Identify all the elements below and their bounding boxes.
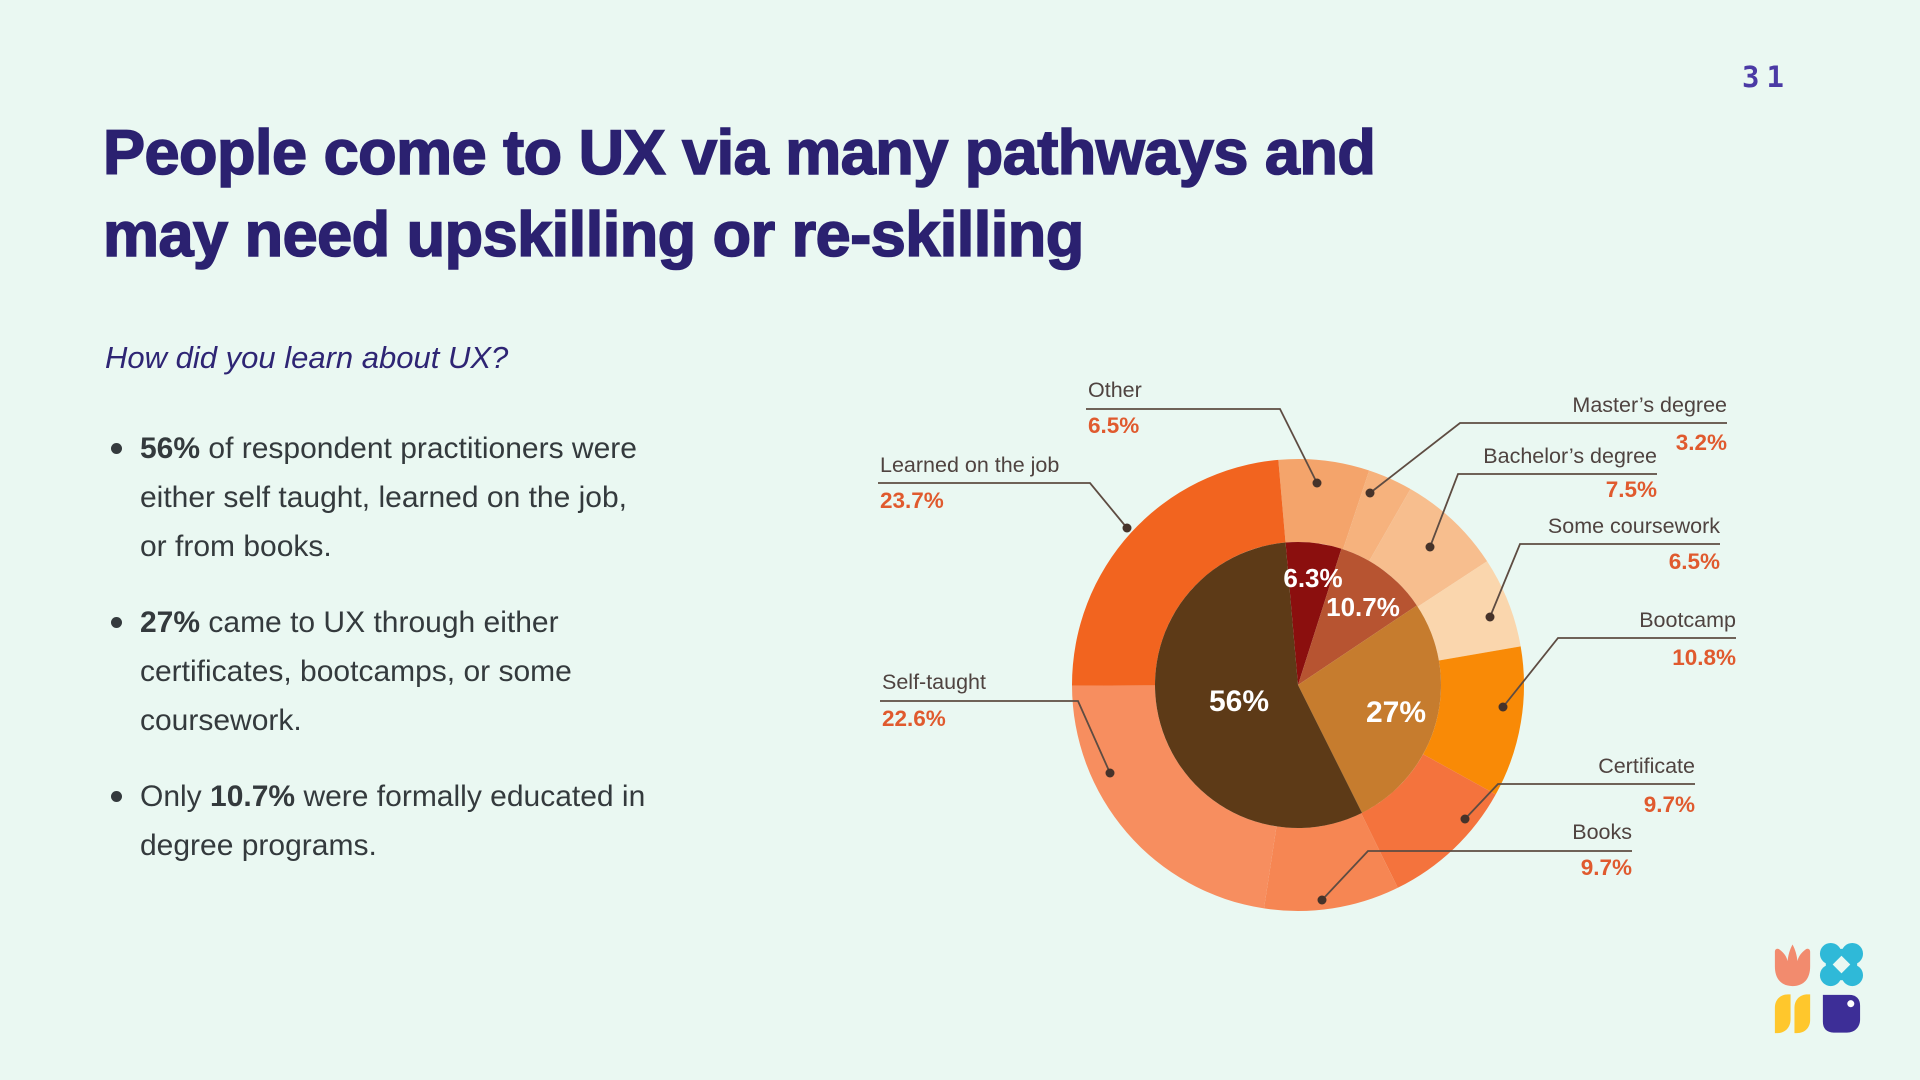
nested-donut-chart-svg: Other 6.5% Master’s degree 3.2% Bachelor’s d… [878,378,1736,911]
bullet-item: 27% came to UX through either certificat… [103,598,648,745]
chart-label-name-bootcamp: Bootcamp [1639,608,1736,632]
chart-label-name-learned-on-the-job: Learned on the job [880,453,1059,477]
bullet-text: of respondent practitioners were either … [140,432,637,563]
bullet-text: Only [140,780,211,813]
pie-wedge-1 [1298,548,1417,685]
slide-subtitle: How did you learn about UX? [105,340,509,375]
chart-label-value-self-taught: 22.6% [882,706,946,731]
learning-pathways-chart: Other 6.5% Master’s degree 3.2% Bachelor’s d… [850,360,1810,970]
donut-segment-learned-on-the-job [1072,459,1286,686]
chart-label-name-certificate: Certificate [1598,754,1695,778]
leader-line-books [1321,850,1632,901]
chart-label-name-other: Other [1088,378,1142,402]
pie-wedge-3 [1154,542,1363,828]
leader-line-bootcamp [1502,637,1736,708]
logo-tulip-icon [1774,944,1811,987]
donut-segment-certificate [1361,754,1496,888]
donut-segment-other [1278,459,1370,550]
chart-label-name-master-s-degree: Master’s degree [1572,393,1727,417]
leader-line-master-s-degree [1369,422,1727,494]
inner-ring-value-2: 27% [1366,696,1426,729]
donut-segment-some-coursework [1417,561,1521,661]
donut-segment-bootcamp [1423,646,1524,795]
chart-label-name-books: Books [1572,820,1632,844]
leader-dot-bachelor-s-degree [1425,542,1435,552]
slide-title: People come to UX via many pathways and m… [102,112,1603,276]
slide-title-line2: may need upskilling or re-skilling [102,199,1085,271]
leader-dot-other [1312,478,1322,488]
slide-title-line1: People come to UX via many pathways and [102,117,1377,189]
leader-dot-master-s-degree [1365,488,1375,498]
bullet-item: 56% of respondent practitioners were eit… [103,424,648,571]
inner-ring-value-0: 6.3% [1283,563,1342,593]
leader-line-some-coursework [1489,543,1720,618]
chart-label-value-bachelor-s-degree: 7.5% [1606,477,1657,502]
leader-line-certificate [1464,783,1695,820]
chart-label-name-bachelor-s-degree: Bachelor’s degree [1483,444,1657,468]
uxpa-logo [1774,942,1864,1034]
chart-label-name-self-taught: Self-taught [882,670,986,694]
chart-label-value-learned-on-the-job: 23.7% [880,488,944,513]
leader-dot-certificate [1460,814,1470,824]
chart-label-value-other: 6.5% [1088,413,1139,438]
logo-x-flower-icon [1819,942,1864,987]
chart-label-name-some-coursework: Some coursework [1548,514,1720,538]
bullet-item: Only 10.7% were formally educated in deg… [103,772,648,870]
chart-label-value-books: 9.7% [1581,855,1632,880]
leader-dot-learned-on-the-job [1122,523,1132,533]
logo-n-icon [1774,994,1811,1034]
bullet-text: were formally educated in degree program… [140,780,646,862]
leader-dot-self-taught [1105,768,1115,778]
bullet-text: came to UX through either certificates, … [140,606,572,737]
chart-label-value-master-s-degree: 3.2% [1676,430,1727,455]
leader-line-bachelor-s-degree [1429,473,1657,548]
leader-dot-books [1317,895,1327,905]
pie-wedge-2 [1298,605,1441,813]
leader-dot-some-coursework [1485,612,1495,622]
inner-ring-value-1: 10.7% [1326,592,1400,622]
chart-label-value-some-coursework: 6.5% [1669,549,1720,574]
pie-wedge-0 [1285,542,1342,685]
donut-segment-self-taught [1072,685,1277,909]
logo-fish-icon [1822,994,1861,1033]
donut-segment-master-s-degree [1343,470,1411,561]
bullet-stat: 27% [140,606,201,639]
chart-label-value-certificate: 9.7% [1644,792,1695,817]
leader-line-self-taught [880,700,1111,774]
chart-label-value-bootcamp: 10.8% [1672,645,1736,670]
donut-segment-books [1263,813,1398,911]
bullet-list: 56% of respondent practitioners were eit… [103,424,648,897]
page-number: 31 [1742,60,1791,94]
leader-line-other [1086,408,1318,484]
bullet-stat: 56% [140,432,201,465]
leader-dot-bootcamp [1498,702,1508,712]
inner-ring-value-3: 56% [1209,685,1269,718]
bullet-stat: 10.7% [210,780,296,813]
leader-line-learned-on-the-job [878,482,1128,529]
